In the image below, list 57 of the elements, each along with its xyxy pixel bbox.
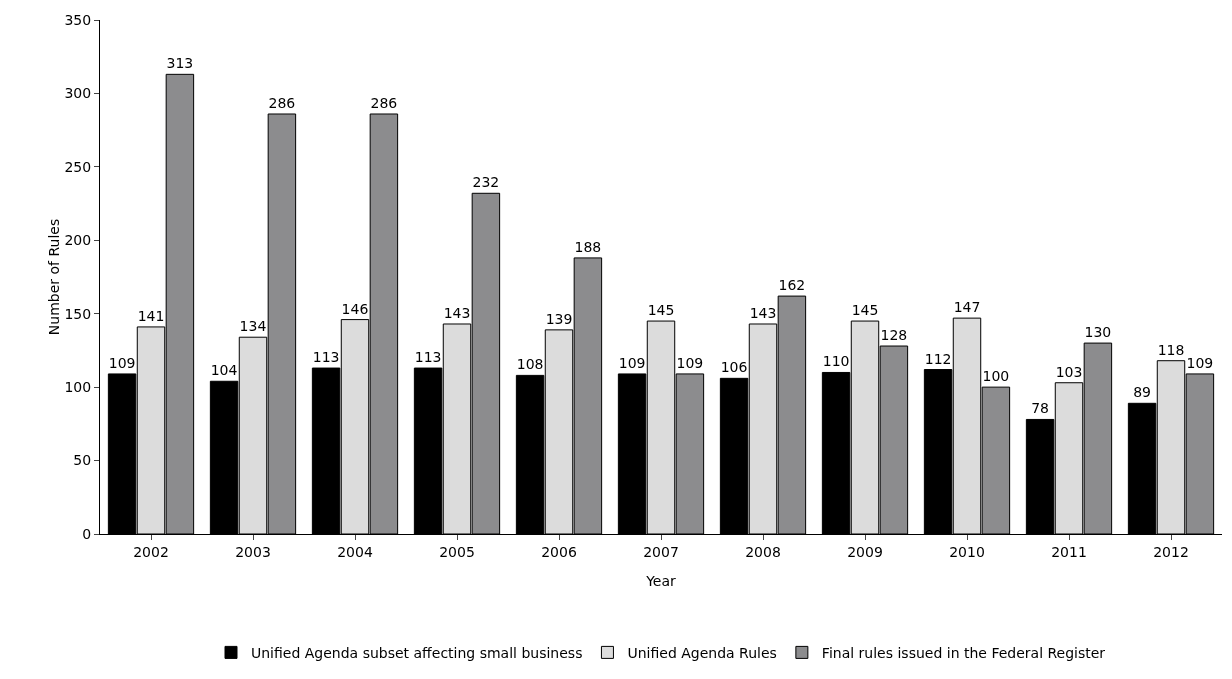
data-label: 89 — [1133, 384, 1152, 401]
data-label: 128 — [880, 327, 908, 344]
x-tick-label: 2011 — [1051, 543, 1087, 560]
data-label: 109 — [108, 354, 136, 371]
y-tick-label: 150 — [64, 305, 92, 322]
data-label: 286 — [370, 94, 398, 111]
y-tick-label: 200 — [64, 232, 92, 249]
legend-label: Final rules issued in the Federal Register — [821, 644, 1106, 661]
data-label: 104 — [210, 362, 238, 379]
data-label: 139 — [545, 310, 573, 327]
y-tick-label: 100 — [64, 379, 92, 396]
data-label: 145 — [647, 302, 675, 319]
data-label: 100 — [982, 368, 1010, 385]
data-label: 146 — [341, 300, 369, 317]
data-label: 103 — [1055, 363, 1083, 380]
data-label: 109 — [618, 354, 646, 371]
x-axis-title: Year — [645, 573, 677, 589]
x-tick-label: 2003 — [235, 543, 271, 560]
x-tick-label: 2005 — [439, 543, 475, 560]
data-label: 145 — [851, 302, 879, 319]
data-label: 130 — [1084, 324, 1112, 341]
data-label: 110 — [822, 353, 850, 370]
data-label: 313 — [166, 55, 194, 72]
data-label: 112 — [924, 350, 952, 367]
y-tick-label: 250 — [64, 158, 92, 175]
x-tick-label: 2004 — [337, 543, 373, 560]
x-tick-label: 2009 — [847, 543, 883, 560]
x-tick-label: 2006 — [541, 543, 577, 560]
x-tick-label: 2012 — [1153, 543, 1189, 560]
data-label: 143 — [443, 304, 471, 321]
y-axis-title: Number of Rules — [46, 218, 63, 336]
y-tick-label: 350 — [64, 11, 92, 28]
y-tick-label: 0 — [82, 525, 92, 542]
y-tick-label: 300 — [64, 85, 92, 102]
data-label: 147 — [953, 299, 981, 316]
x-tick-label: 2007 — [643, 543, 679, 560]
data-label: 134 — [239, 318, 267, 335]
data-label: 188 — [574, 238, 602, 255]
x-tick-label: 2008 — [745, 543, 781, 560]
data-label: 109 — [676, 354, 704, 371]
y-tick-label: 50 — [73, 452, 92, 469]
data-label: 232 — [472, 174, 500, 191]
legend-label: Unified Agenda subset affecting small business — [251, 644, 583, 661]
data-label: 113 — [414, 349, 442, 366]
data-label: 113 — [312, 349, 340, 366]
legend-label: Unified Agenda Rules — [627, 644, 777, 661]
data-label: 78 — [1031, 400, 1050, 417]
data-label: 286 — [268, 94, 296, 111]
data-label: 141 — [137, 307, 165, 324]
data-label: 109 — [1186, 354, 1214, 371]
data-label: 106 — [720, 359, 748, 376]
data-label: 143 — [749, 304, 777, 321]
data-label: 162 — [778, 277, 806, 294]
x-tick-label: 2010 — [949, 543, 985, 560]
data-label: 108 — [516, 356, 544, 373]
data-label: 118 — [1157, 341, 1185, 358]
x-tick-label: 2002 — [133, 543, 169, 560]
